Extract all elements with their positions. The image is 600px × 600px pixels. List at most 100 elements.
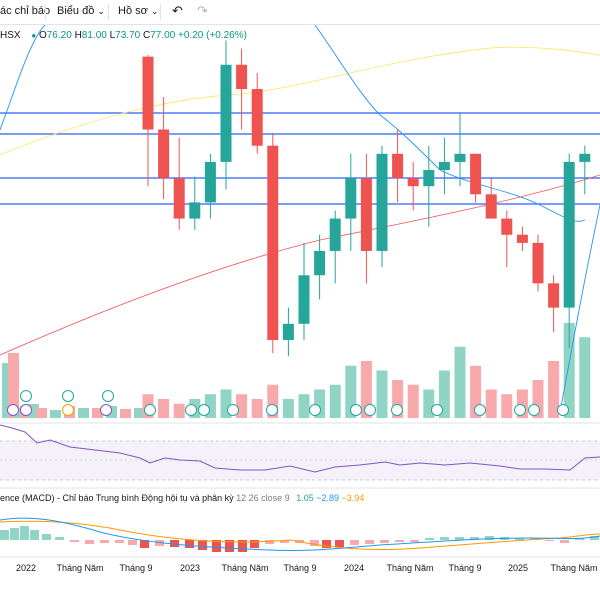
- rsi-band: [0, 441, 600, 480]
- candle-body: [236, 64, 248, 90]
- macd-signal-value: −3.94: [341, 493, 365, 503]
- candle-body: [282, 323, 294, 340]
- candle-body: [220, 64, 232, 162]
- macd-histogram-bar: [265, 540, 274, 544]
- event-marker: [391, 404, 403, 416]
- candle-body: [345, 178, 357, 219]
- event-marker: [62, 390, 74, 402]
- candle-body: [329, 218, 341, 251]
- macd-histogram-bar: [115, 540, 124, 543]
- macd-histogram-bar: [30, 530, 39, 540]
- redo-icon[interactable]: ↷: [197, 3, 208, 18]
- volume-bar: [251, 399, 263, 418]
- time-axis-label: 2024: [344, 563, 364, 573]
- candle-body: [392, 153, 404, 179]
- candle-body: [298, 275, 310, 324]
- macd-params: 12 26 close 9: [236, 493, 290, 503]
- macd-histogram-bar: [410, 540, 419, 542]
- time-axis-label: 2022: [16, 563, 36, 573]
- macd-histogram-bar: [350, 540, 359, 545]
- macd-histogram-bar: [365, 540, 374, 544]
- macd-histogram-bar: [575, 538, 584, 540]
- time-axis-label: Tháng 9: [119, 563, 152, 573]
- candle-body: [204, 161, 216, 203]
- event-marker: [474, 404, 486, 416]
- volume-bar: [28, 404, 39, 418]
- candle-body: [423, 170, 435, 187]
- change-value: +0.20 (+0.26%): [178, 30, 247, 41]
- macd-histogram-bar: [280, 540, 289, 543]
- time-axis-label: Tháng Năm: [221, 563, 268, 573]
- volume-bar: [120, 409, 131, 418]
- volume-bar: [485, 389, 497, 418]
- moving-average-mid: [0, 46, 600, 156]
- macd-histogram-bar: [590, 536, 599, 540]
- candle-body: [360, 178, 372, 251]
- volume-bar: [329, 384, 341, 418]
- macd-histogram-bar: [395, 540, 404, 542]
- chart-type-button[interactable]: Biểu đồ ⌄: [57, 5, 105, 17]
- undo-icon[interactable]: ↶: [172, 3, 183, 18]
- close-label: C: [142, 30, 151, 41]
- macd-histogram-bar: [515, 538, 524, 540]
- time-axis-label: 2023: [180, 563, 200, 573]
- volume-bar: [470, 365, 482, 418]
- candle-body: [376, 153, 388, 251]
- volume-bar: [2, 363, 13, 418]
- volume-bar: [360, 361, 372, 418]
- volume-bar: [376, 370, 388, 418]
- low-label: L: [109, 30, 116, 41]
- macd-legend: ence (MACD) - Chỉ báo Trung bình Động hộ…: [0, 493, 364, 503]
- event-marker: [100, 404, 112, 416]
- macd-histogram-bar: [425, 538, 434, 540]
- volume-bar: [579, 337, 591, 418]
- volume-bar: [548, 361, 560, 418]
- volume-bar: [392, 380, 404, 418]
- volume-bar: [282, 399, 294, 418]
- volume-bar: [267, 384, 279, 418]
- event-marker: [20, 390, 32, 402]
- low-value: 73.70: [115, 30, 141, 41]
- event-marker: [62, 404, 74, 416]
- time-axis-label: Tháng Năm: [550, 563, 597, 573]
- macd-histogram-bar: [310, 540, 319, 546]
- candle-body: [516, 234, 528, 243]
- macd-histogram-bar: [212, 540, 221, 552]
- macd-signal-line: [0, 520, 600, 551]
- event-marker: [198, 404, 210, 416]
- event-marker: [7, 404, 19, 416]
- event-marker: [144, 404, 156, 416]
- macd-histogram-bar: [198, 540, 207, 550]
- chevron-down-icon: ⌄: [97, 6, 105, 16]
- profile-button[interactable]: Hồ sơ ⌄: [118, 5, 158, 17]
- volume-bar: [78, 408, 89, 418]
- exchange-label: HSX: [0, 30, 21, 41]
- volume-bar: [92, 408, 103, 418]
- volume-bar: [407, 384, 419, 418]
- event-marker: [266, 404, 278, 416]
- candle-body: [548, 283, 560, 308]
- profile-label: Hồ sơ: [118, 5, 148, 17]
- candle-body: [579, 153, 591, 162]
- event-marker: [20, 404, 32, 416]
- macd-histogram-bar: [128, 540, 137, 545]
- status-dot-icon: ●: [31, 31, 37, 40]
- indicators-button[interactable]: ác chỉ báo: [0, 5, 51, 17]
- macd-hist-value: 1.05: [296, 493, 314, 503]
- volume-bar: [173, 403, 185, 418]
- close-value: 77.00: [150, 30, 176, 41]
- volume-bar: [423, 389, 435, 418]
- macd-histogram-bar: [0, 530, 9, 540]
- candle-body: [267, 145, 279, 340]
- rsi-line: [0, 424, 600, 473]
- event-marker: [185, 404, 197, 416]
- toolbar-divider: [45, 4, 46, 20]
- macd-histogram-bar: [470, 537, 479, 540]
- macd-histogram-bar: [100, 540, 109, 543]
- event-marker: [309, 404, 321, 416]
- event-marker: [528, 404, 540, 416]
- candle-body: [189, 202, 201, 219]
- macd-histogram-bar: [42, 534, 51, 540]
- volume-bar: [532, 380, 544, 418]
